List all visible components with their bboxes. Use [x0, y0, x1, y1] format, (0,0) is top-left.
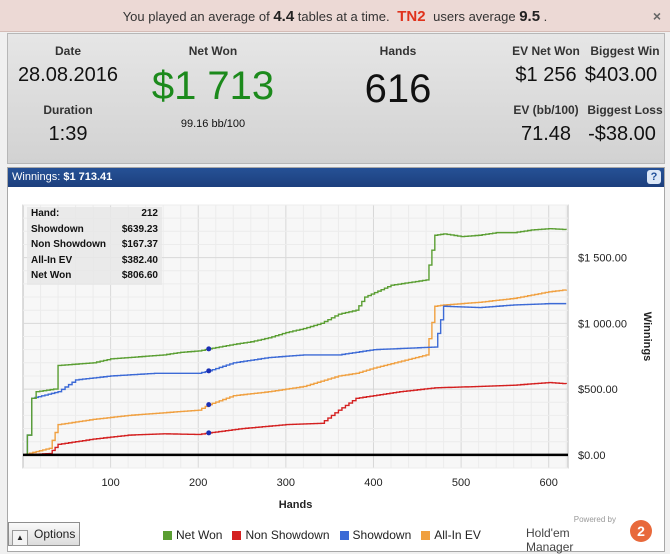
hover-point	[206, 430, 212, 436]
series-line	[23, 227, 567, 456]
x-tick-label: 100	[101, 477, 119, 489]
winnings-header: Winnings: $1 713.41	[8, 168, 664, 187]
winnings-title: Winnings:	[12, 171, 61, 183]
ev-bb-value: 71.48	[520, 123, 572, 145]
biggest-loss-label: Biggest Loss	[587, 103, 663, 117]
date-value: 28.08.2016	[17, 64, 119, 86]
tooltip-row: Hand: 212	[27, 207, 162, 223]
legend-item[interactable]: Net Won	[163, 528, 222, 542]
series-line	[23, 302, 567, 456]
hand-tooltip: Hand: 212 Showdown $639.23 Non Showdown $167.…	[27, 207, 162, 285]
biggest-loss-value: -$38.00	[588, 123, 656, 145]
tooltip-label: Non Showdown	[31, 239, 106, 250]
net-won-value: $1 713	[151, 64, 275, 108]
duration-value: 1:39	[48, 123, 88, 145]
hover-point	[206, 346, 212, 352]
tooltip-label: Showdown	[31, 223, 84, 235]
legend-swatch	[421, 530, 431, 540]
tooltip-row: All-In EV $382.40	[27, 254, 162, 270]
tooltip-row: Non Showdown $167.37	[27, 238, 162, 254]
hover-point	[206, 402, 212, 408]
ev-net-won-label: EV Net Won	[512, 44, 580, 58]
y-tick-label: $1 000.00	[578, 318, 627, 330]
x-tick-label: 300	[277, 477, 295, 489]
options-label: Options	[34, 527, 76, 541]
tooltip-value: $382.40	[121, 254, 158, 266]
tooltip-value: $806.60	[121, 270, 158, 281]
series-line	[23, 289, 567, 456]
biggest-win-label: Biggest Win	[590, 44, 660, 58]
brand-name: Hold'em Manager	[526, 526, 574, 554]
hands-label: Hands	[379, 44, 417, 58]
y-tick-label: $500.00	[578, 384, 618, 396]
bb-per-100-value: 99.16 bb/100	[180, 118, 246, 130]
x-tick-label: 400	[364, 477, 382, 489]
options-button[interactable]: ▲ Options	[8, 522, 80, 546]
hm2-logo: 2	[630, 520, 652, 542]
legend-swatch	[339, 530, 349, 540]
legend-item[interactable]: Non Showdown	[232, 528, 330, 542]
hover-point	[206, 368, 212, 374]
series-line	[23, 381, 567, 456]
x-tick-label: 200	[189, 477, 207, 489]
powered-by-text: Powered by	[573, 515, 616, 524]
y-tick-label: $0.00	[578, 450, 606, 462]
notice-text-before: You played an average of	[122, 9, 270, 24]
notice-text-end: .	[543, 9, 548, 24]
avg-tables-value: 4.4	[273, 8, 295, 25]
notice-text-middle: tables at a time.	[297, 9, 390, 24]
session-summary: Date 28.08.2016 Duration 1:39 Net Won $1…	[7, 33, 665, 164]
tooltip-label: Hand:	[31, 208, 60, 219]
chart-legend: Net Won Non Showdown Showdown All-In EV	[163, 528, 481, 542]
tooltip-row: Net Won $806.60	[27, 269, 162, 285]
net-won-label: Net Won	[188, 44, 238, 58]
tooltip-label: Net Won	[31, 270, 72, 281]
tooltip-label: All-In EV	[31, 254, 73, 266]
x-tick-label: 500	[452, 477, 470, 489]
legend-item[interactable]: Showdown	[339, 528, 412, 542]
ev-bb-label: EV (bb/100)	[513, 103, 579, 117]
winnings-amount: $1 713.41	[63, 171, 113, 183]
winnings-chart: 100 200 300 400 500 600 $0.00 $500.00 $1 000.00 $…	[22, 204, 653, 511]
average-tables-notice: You played an average of 4.4 tables at a…	[0, 0, 670, 32]
triangle-up-icon: ▲	[12, 530, 28, 546]
legend-label: All-In EV	[434, 528, 481, 542]
close-icon[interactable]: ×	[652, 8, 661, 24]
legend-label: Showdown	[352, 528, 412, 542]
holdem-manager-branding: Powered by Hold'em Manager 2	[526, 515, 656, 554]
winnings-panel: Winnings: $1 713.41 ? 100 200 300 400 500 600…	[7, 167, 665, 554]
tn2-badge: TN2	[397, 8, 426, 25]
tooltip-row: Showdown $639.23	[27, 223, 162, 239]
legend-swatch	[232, 530, 242, 540]
legend-swatch	[163, 530, 172, 540]
date-label: Date	[54, 44, 81, 58]
users-avg-value: 9.5	[519, 8, 541, 25]
tooltip-value: 212	[141, 208, 158, 219]
tooltip-value: $167.37	[121, 239, 158, 250]
ev-net-won-value: $1 256	[515, 64, 577, 86]
tooltip-value: $639.23	[121, 223, 158, 235]
y-axis-title: Winnings	[641, 312, 653, 361]
legend-label: Net Won	[176, 528, 223, 542]
legend-label: Non Showdown	[245, 528, 330, 542]
x-tick-label: 600	[540, 477, 558, 489]
x-axis-title: Hands	[279, 499, 313, 511]
notice-text-users: users average	[433, 9, 516, 24]
legend-item[interactable]: All-In EV	[421, 528, 481, 542]
biggest-win-value: $403.00	[584, 64, 658, 86]
hands-value: 616	[364, 67, 432, 111]
y-tick-label: $1 500.00	[578, 253, 627, 265]
help-icon[interactable]: ?	[647, 170, 661, 184]
duration-label: Duration	[43, 103, 93, 117]
